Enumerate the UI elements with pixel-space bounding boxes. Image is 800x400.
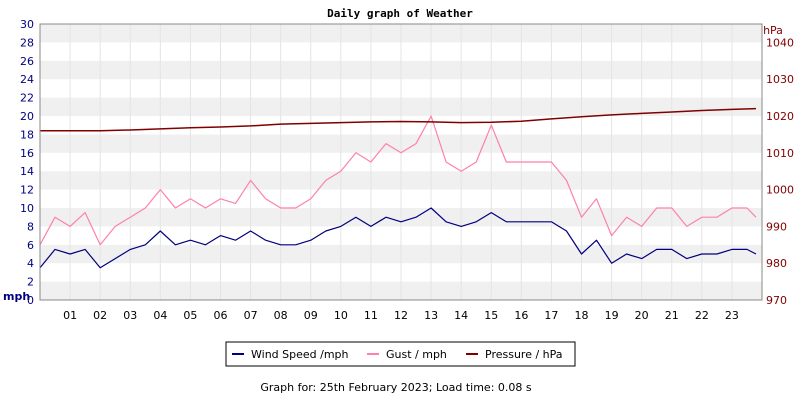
x-tick-label: 04 <box>153 309 167 322</box>
x-tick-label: 03 <box>123 309 137 322</box>
x-tick-label: 02 <box>93 309 107 322</box>
x-tick-label: 01 <box>63 309 77 322</box>
x-tick-label: 07 <box>244 309 258 322</box>
x-tick-label: 05 <box>183 309 197 322</box>
left-tick-label: 12 <box>20 184 34 197</box>
x-tick-label: 13 <box>424 309 438 322</box>
x-axis-ticks: 01 02 03 04 05 06 07 08 09 10 11 12 13 14 15 16 17 18 19 20… <box>63 309 739 322</box>
x-tick-label: 20 <box>635 309 649 322</box>
left-tick-label: 14 <box>20 165 34 178</box>
chart-title: Daily graph of Weather <box>327 7 473 20</box>
left-tick-label: 6 <box>27 239 34 252</box>
x-tick-label: 10 <box>334 309 348 322</box>
x-tick-label: 19 <box>605 309 619 322</box>
left-tick-label: 16 <box>20 147 34 160</box>
legend-label-wind: Wind Speed /mph <box>251 348 349 361</box>
legend-box <box>225 341 576 367</box>
left-tick-label: 4 <box>27 257 34 270</box>
left-tick-label: 18 <box>20 128 34 141</box>
footer-status: Graph for: 25th February 2023; Load time… <box>260 381 532 394</box>
left-tick-label: 20 <box>20 110 34 123</box>
left-tick-label: 2 <box>27 276 34 289</box>
right-axis-unit: hPa <box>763 24 783 37</box>
left-axis-unit: mph <box>3 290 30 303</box>
x-tick-label: 11 <box>364 309 378 322</box>
left-tick-label: 0 <box>27 294 34 307</box>
legend-label-gust: Gust / mph <box>386 348 447 361</box>
left-tick-label: 8 <box>27 220 34 233</box>
x-tick-label: 06 <box>214 309 228 322</box>
right-tick-label: 1030 <box>766 73 794 86</box>
left-tick-label: 30 <box>20 18 34 31</box>
x-tick-label: 22 <box>695 309 709 322</box>
left-tick-label: 22 <box>20 92 34 105</box>
legend-label-pressure: Pressure / hPa <box>485 348 563 361</box>
x-tick-label: 16 <box>514 309 528 322</box>
right-tick-label: 990 <box>766 220 787 233</box>
left-tick-label: 28 <box>20 36 34 49</box>
left-tick-label: 24 <box>20 73 34 86</box>
wind-speed-series-line <box>39 207 757 269</box>
x-tick-label: 14 <box>454 309 468 322</box>
x-tick-label: 09 <box>304 309 318 322</box>
left-tick-label: 26 <box>20 55 34 68</box>
series-lines <box>39 107 757 269</box>
x-tick-label: 21 <box>665 309 679 322</box>
x-tick-label: 15 <box>484 309 498 322</box>
right-tick-label: 1010 <box>766 147 794 160</box>
pressure-series-line <box>40 107 757 132</box>
x-tick-label: 08 <box>274 309 288 322</box>
x-tick-label: 18 <box>575 309 589 322</box>
gust-series-line <box>39 115 757 246</box>
x-tick-label: 17 <box>544 309 558 322</box>
right-tick-label: 1000 <box>766 184 794 197</box>
right-tick-label: 1040 <box>766 36 794 49</box>
x-tick-label: 23 <box>725 309 739 322</box>
legend: Wind Speed /mph Gust / mph Pressure / hP… <box>225 341 576 367</box>
x-tick-label: 12 <box>394 309 408 322</box>
right-tick-label: 1020 <box>766 110 794 123</box>
right-axis-ticks: 970 980 990 1000 1010 1020 1030 1040 <box>766 36 794 307</box>
right-tick-label: 970 <box>766 294 787 307</box>
plot-frame <box>39 23 763 301</box>
left-tick-label: 10 <box>20 202 34 215</box>
right-tick-label: 980 <box>766 257 787 270</box>
